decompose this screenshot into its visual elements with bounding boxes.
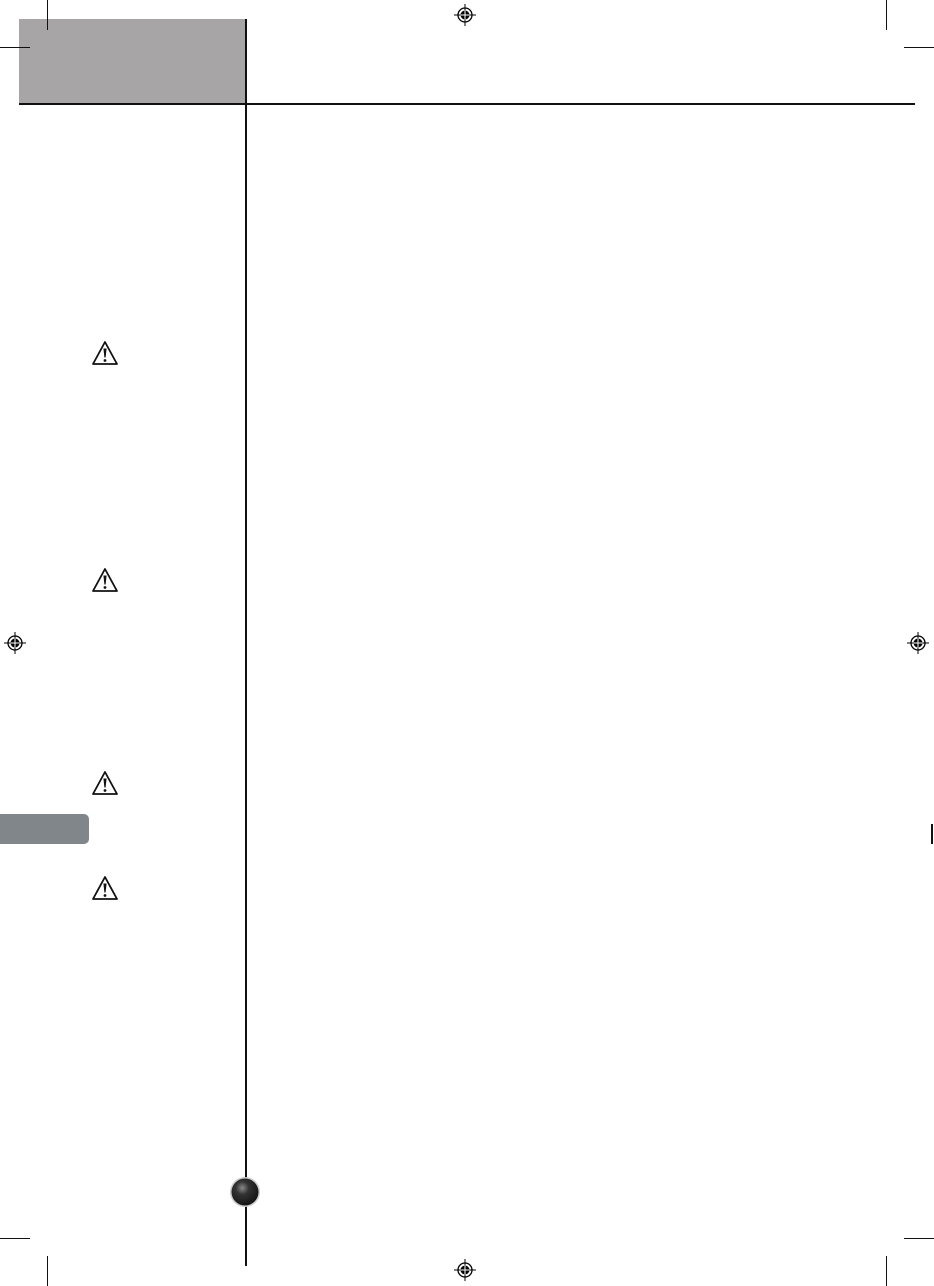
page-ball-icon (230, 1177, 260, 1207)
crop-mark (47, 0, 48, 30)
registration-mark-icon (4, 632, 26, 654)
crop-mark (886, 0, 887, 30)
crop-mark (931, 824, 933, 844)
warning-triangle-icon (92, 771, 118, 795)
crop-mark (0, 47, 30, 48)
registration-mark-icon (907, 632, 929, 654)
column-rule (245, 19, 247, 1266)
crop-mark (0, 1238, 30, 1239)
registration-mark-icon (454, 1259, 476, 1281)
warning-triangle-icon (92, 341, 118, 365)
warning-triangle-icon (92, 568, 118, 592)
header-rule (19, 103, 915, 105)
header-block (19, 19, 245, 104)
crop-mark (904, 47, 934, 48)
warning-triangle-icon (92, 876, 118, 900)
registration-mark-icon (454, 4, 476, 26)
crop-mark (47, 1256, 48, 1286)
side-tab (0, 814, 89, 844)
crop-mark (886, 1256, 887, 1286)
crop-mark (904, 1238, 934, 1239)
